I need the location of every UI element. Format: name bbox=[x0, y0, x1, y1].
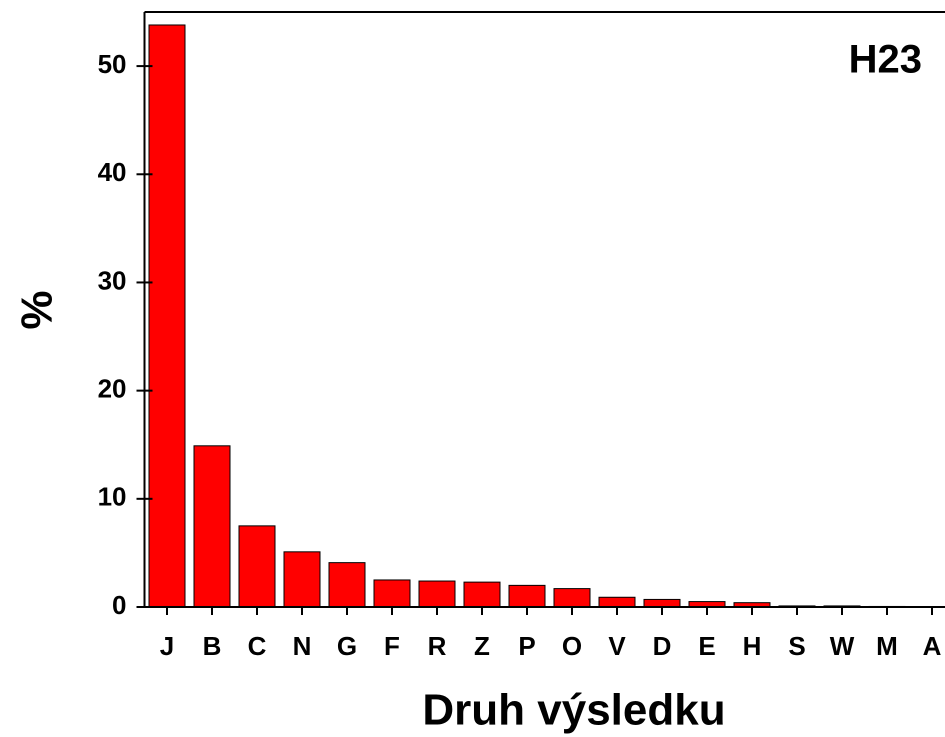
bar bbox=[418, 580, 456, 608]
annotation: H23 bbox=[849, 38, 922, 82]
x-tick-label: M bbox=[876, 631, 898, 661]
bar bbox=[193, 445, 231, 608]
bar bbox=[508, 584, 546, 608]
y-tick-label: 0 bbox=[112, 590, 126, 620]
x-tick-label: O bbox=[562, 631, 582, 661]
bar bbox=[328, 562, 366, 608]
x-tick-label: D bbox=[653, 631, 672, 661]
x-tick-label: A bbox=[923, 631, 942, 661]
x-tick-label: R bbox=[428, 631, 447, 661]
y-tick-label: 40 bbox=[98, 157, 127, 187]
x-tick-label: F bbox=[384, 631, 400, 661]
bar bbox=[373, 579, 411, 608]
x-tick-label: S bbox=[788, 631, 805, 661]
x-tick-label: E bbox=[698, 631, 715, 661]
bar bbox=[463, 581, 501, 608]
y-tick-label: 20 bbox=[98, 374, 127, 404]
x-tick-label: B bbox=[203, 631, 222, 661]
bar bbox=[238, 525, 276, 608]
x-tick-label: N bbox=[293, 631, 312, 661]
y-axis-title: % bbox=[13, 290, 62, 329]
x-tick-label: V bbox=[608, 631, 626, 661]
bar bbox=[553, 588, 591, 608]
x-axis-title: Druh výsledku bbox=[422, 686, 725, 735]
bar bbox=[283, 551, 321, 608]
bar bbox=[643, 598, 681, 608]
bar bbox=[598, 596, 636, 608]
x-tick-label: G bbox=[337, 631, 357, 661]
y-tick-label: 50 bbox=[98, 49, 127, 79]
bar bbox=[148, 24, 186, 608]
x-tick-label: J bbox=[160, 631, 174, 661]
x-tick-label: W bbox=[830, 631, 855, 661]
x-tick-label: P bbox=[518, 631, 535, 661]
y-tick-label: 30 bbox=[98, 265, 127, 295]
x-tick-label: Z bbox=[474, 631, 490, 661]
y-tick-label: 10 bbox=[98, 482, 127, 512]
x-tick-label: C bbox=[248, 631, 267, 661]
x-tick-label: H bbox=[743, 631, 762, 661]
